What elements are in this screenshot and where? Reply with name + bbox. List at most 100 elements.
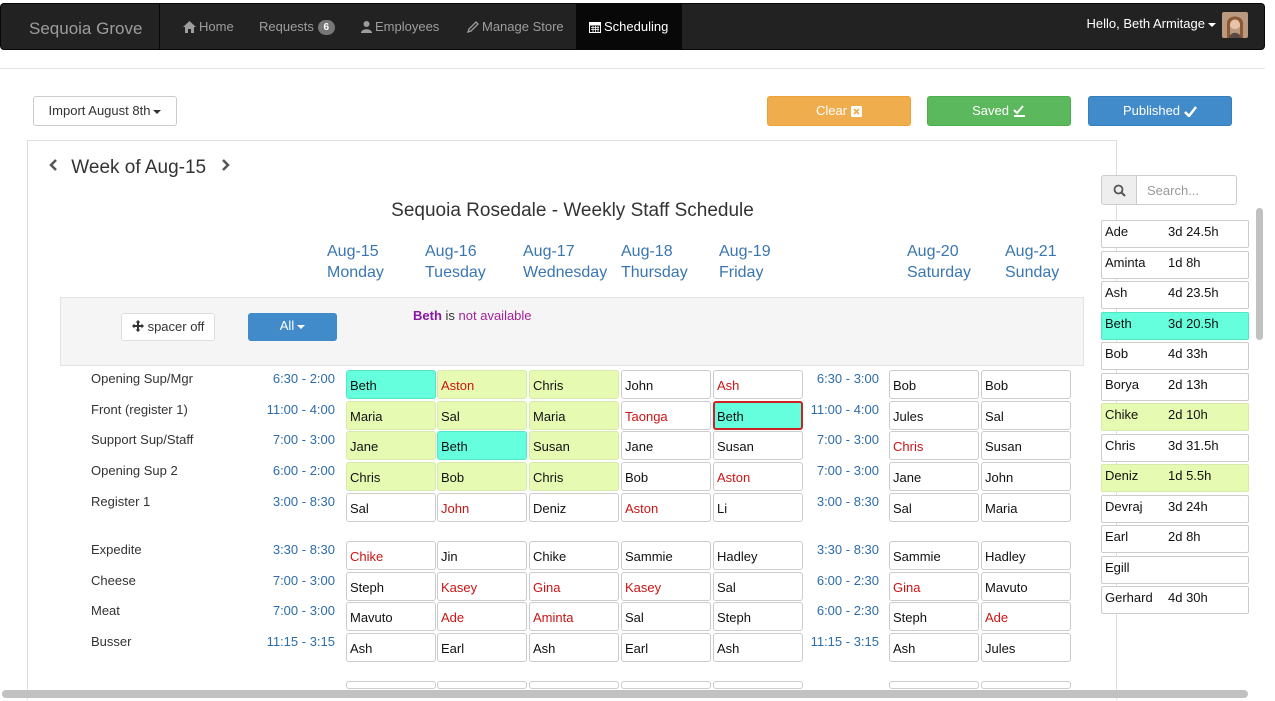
next-week-icon[interactable] <box>221 155 231 177</box>
shift-cell[interactable]: Susan <box>529 431 619 460</box>
shift-cell[interactable]: Ade <box>437 602 527 631</box>
shift-cell[interactable]: Bob <box>621 462 711 491</box>
day-header[interactable]: Aug-18 Thursday <box>621 243 688 281</box>
shift-cell[interactable]: Jules <box>981 633 1071 662</box>
shift-cell[interactable]: Ash <box>713 633 803 662</box>
saved-button[interactable]: Saved <box>927 96 1071 126</box>
employee-list-item[interactable]: Gerhard 4d 30h <box>1101 586 1249 614</box>
shift-cell[interactable]: John <box>621 370 711 399</box>
weekday-shift-time[interactable]: 6:00 - 2:00 <box>272 463 335 478</box>
employee-list-item[interactable]: Ash 4d 23.5h <box>1101 281 1249 309</box>
shift-cell[interactable] <box>529 681 619 689</box>
shift-cell[interactable]: Mavuto <box>981 572 1071 601</box>
weekend-shift-time[interactable]: 6:00 - 2:30 <box>816 573 879 588</box>
shift-cell[interactable]: Beth <box>346 370 436 399</box>
vertical-scrollbar[interactable] <box>1256 208 1263 340</box>
employee-list-item[interactable]: Chike 2d 10h <box>1101 403 1249 431</box>
clear-button[interactable]: Clear <box>767 96 911 126</box>
shift-cell[interactable]: Earl <box>621 633 711 662</box>
shift-cell[interactable]: Mavuto <box>346 602 436 631</box>
shift-cell[interactable]: Beth <box>437 431 527 460</box>
shift-cell[interactable]: Sammie <box>621 541 711 570</box>
shift-cell[interactable]: Maria <box>529 401 619 430</box>
employee-list-item[interactable]: Bob 4d 33h <box>1101 342 1249 370</box>
shift-cell[interactable] <box>981 681 1071 689</box>
spacer-toggle-button[interactable]: spacer off <box>121 313 215 341</box>
weekend-shift-time[interactable]: 11:15 - 3:15 <box>810 634 879 649</box>
weekend-shift-time[interactable]: 6:00 - 2:30 <box>816 603 879 618</box>
shift-cell[interactable]: Bob <box>437 462 527 491</box>
employee-list-item[interactable]: Aminta 1d 8h <box>1101 250 1249 279</box>
shift-cell[interactable]: Deniz <box>529 493 619 522</box>
search-input[interactable] <box>1136 175 1237 205</box>
shift-cell[interactable]: Maria <box>346 401 436 430</box>
shift-cell[interactable]: Aston <box>621 493 711 522</box>
filter-all-dropdown[interactable]: All <box>248 313 337 341</box>
search-button[interactable] <box>1101 175 1137 205</box>
day-header[interactable]: Aug-16 Tuesday <box>425 243 486 281</box>
shift-cell[interactable]: John <box>981 462 1071 491</box>
shift-cell[interactable]: Sal <box>889 493 979 522</box>
employee-list-item[interactable]: Devraj 3d 24h <box>1101 494 1249 523</box>
shift-cell[interactable]: Chris <box>529 462 619 491</box>
shift-cell[interactable]: Jules <box>889 401 979 430</box>
shift-cell[interactable]: Sal <box>621 602 711 631</box>
horizontal-scrollbar[interactable] <box>2 690 1248 698</box>
shift-cell[interactable] <box>889 681 979 689</box>
employee-list-item[interactable]: Egill <box>1101 555 1249 584</box>
weekend-shift-time[interactable]: 11:00 - 4:00 <box>810 402 879 417</box>
weekend-shift-time[interactable]: 7:00 - 3:00 <box>816 463 879 478</box>
brand[interactable]: Sequoia Grove <box>29 19 143 38</box>
nav-manage-store[interactable]: Manage Store <box>455 4 576 50</box>
shift-cell[interactable] <box>437 681 527 689</box>
shift-cell[interactable]: Chike <box>346 541 436 570</box>
weekday-shift-time[interactable]: 11:00 - 4:00 <box>266 402 335 417</box>
shift-cell[interactable]: John <box>437 493 527 522</box>
weekday-shift-time[interactable]: 6:30 - 2:00 <box>272 371 335 386</box>
shift-cell[interactable]: Chris <box>889 431 979 460</box>
shift-cell[interactable]: Hadley <box>981 541 1071 570</box>
shift-cell[interactable]: Bob <box>981 370 1071 399</box>
shift-cell[interactable]: Bob <box>889 370 979 399</box>
shift-cell[interactable]: Kasey <box>437 572 527 601</box>
shift-cell[interactable]: Gina <box>889 572 979 601</box>
day-header[interactable]: Aug-15 Monday <box>327 243 384 281</box>
shift-cell[interactable]: Susan <box>981 431 1071 460</box>
shift-cell[interactable]: Ash <box>889 633 979 662</box>
shift-cell[interactable]: Steph <box>889 602 979 631</box>
day-header[interactable]: Aug-20 Saturday <box>907 243 972 281</box>
weekday-shift-time[interactable]: 7:00 - 3:00 <box>272 603 335 618</box>
employee-list-item[interactable]: Beth 3d 20.5h <box>1101 311 1249 340</box>
import-week-dropdown[interactable]: Import August 8th <box>33 96 177 126</box>
weekend-shift-time[interactable]: 3:00 - 8:30 <box>816 494 879 509</box>
nav-home[interactable]: Home <box>171 4 246 50</box>
shift-cell[interactable]: Sal <box>713 572 803 601</box>
shift-cell[interactable]: Jane <box>346 431 436 460</box>
employee-list-item[interactable]: Earl 2d 8h <box>1101 525 1249 553</box>
shift-cell[interactable]: Ade <box>981 602 1071 631</box>
shift-cell[interactable]: Susan <box>713 431 803 460</box>
shift-cell[interactable]: Ash <box>529 633 619 662</box>
shift-cell[interactable]: Aminta <box>529 602 619 631</box>
shift-cell[interactable]: Chris <box>346 462 436 491</box>
nav-employees[interactable]: Employees <box>349 4 451 50</box>
weekend-shift-time[interactable]: 7:00 - 3:00 <box>816 432 879 447</box>
weekday-shift-time[interactable]: 11:15 - 3:15 <box>266 634 335 649</box>
shift-cell[interactable]: Earl <box>437 633 527 662</box>
employee-list-item[interactable]: Chris 3d 31.5h <box>1101 433 1249 462</box>
shift-cell[interactable]: Steph <box>713 602 803 631</box>
weekend-shift-time[interactable]: 6:30 - 3:00 <box>816 371 879 386</box>
employee-list-item[interactable]: Borya 2d 13h <box>1101 372 1249 401</box>
shift-cell[interactable]: Hadley <box>713 541 803 570</box>
shift-cell[interactable]: Beth <box>713 401 803 430</box>
shift-cell[interactable]: Chike <box>529 541 619 570</box>
nav-scheduling[interactable]: Scheduling <box>576 4 682 50</box>
avatar[interactable] <box>1222 12 1248 38</box>
day-header[interactable]: Aug-19 Friday <box>719 243 771 281</box>
weekday-shift-time[interactable]: 3:30 - 8:30 <box>272 542 335 557</box>
employee-list-item[interactable]: Deniz 1d 5.5h <box>1101 464 1249 492</box>
nav-requests[interactable]: Requests 6 <box>247 4 347 50</box>
shift-cell[interactable]: Gina <box>529 572 619 601</box>
weekend-shift-time[interactable]: 3:30 - 8:30 <box>816 542 879 557</box>
shift-cell[interactable]: Jin <box>437 541 527 570</box>
